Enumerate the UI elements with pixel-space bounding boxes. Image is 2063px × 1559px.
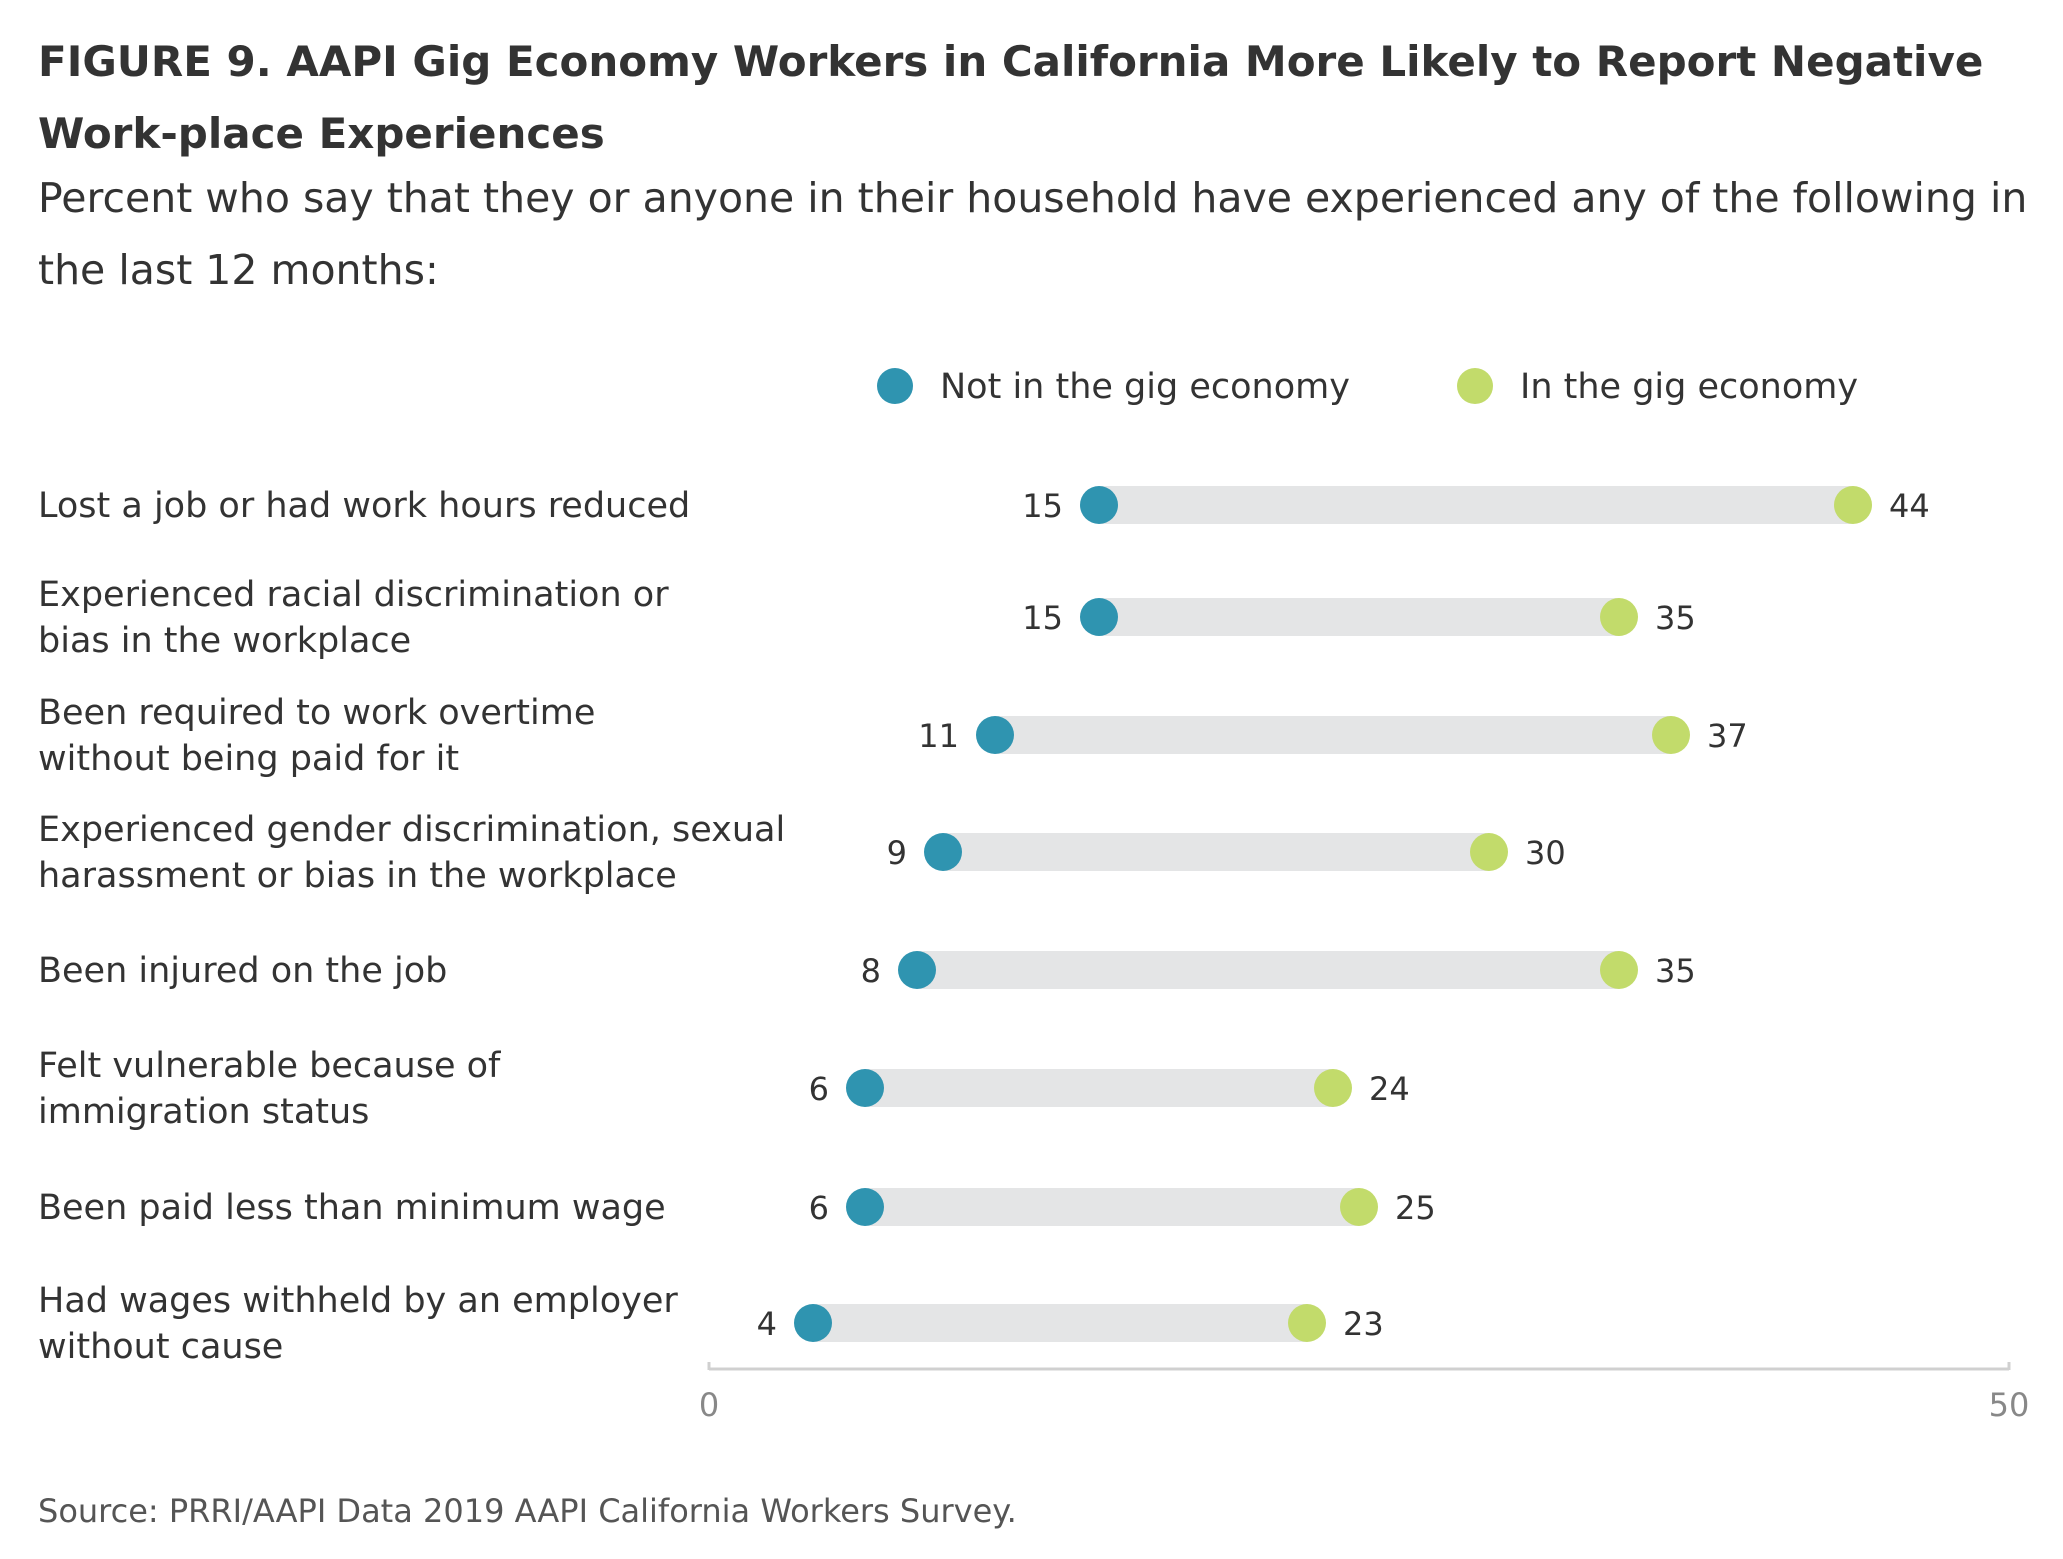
chart-subtitle: Percent who say that they or anyone in t… [38,174,2028,294]
category-label: Been injured on the job [38,951,447,991]
legend-label-0: Not in the gig economy [940,367,1350,407]
category-label: Had wages withheld by an employer [38,1281,678,1321]
data-point-not-gig [846,1188,884,1226]
data-label-not-gig: 6 [809,1070,829,1108]
category-label: harassment or bias in the workplace [38,856,677,896]
data-label-not-gig: 6 [809,1189,829,1227]
legend-swatch-0 [877,368,913,404]
data-point-gig [1288,1304,1326,1342]
data-label-gig: 37 [1707,717,1748,755]
data-point-not-gig [846,1069,884,1107]
data-label-not-gig: 4 [757,1305,777,1343]
source-note: Source: PRRI/AAPI Data 2019 AAPI Califor… [38,1492,1017,1530]
data-point-not-gig [924,833,962,871]
data-label-not-gig: 15 [1022,599,1063,637]
data-label-not-gig: 8 [861,952,881,990]
data-point-not-gig [1080,486,1118,524]
data-label-not-gig: 9 [887,834,907,872]
data-label-gig: 25 [1395,1189,1436,1227]
x-tick-label: 50 [1989,1386,2030,1424]
data-label-gig: 24 [1369,1070,1410,1108]
category-label: Experienced racial discrimination or [38,575,669,615]
category-label: without being paid for it [38,739,459,779]
data-point-gig [1314,1069,1352,1107]
data-label-gig: 35 [1655,599,1696,637]
data-point-not-gig [794,1304,832,1342]
category-label: Lost a job or had work hours reduced [38,486,690,526]
legend-swatch-1 [1457,368,1493,404]
category-label: Experienced gender discrimination, sexua… [38,810,785,850]
data-point-not-gig [1080,598,1118,636]
x-tick-label: 0 [699,1386,719,1424]
data-point-gig [1470,833,1508,871]
data-point-gig [1600,951,1638,989]
data-point-gig [1834,486,1872,524]
data-point-not-gig [976,716,1014,754]
data-point-not-gig [898,951,936,989]
data-label-gig: 23 [1343,1305,1384,1343]
data-label-gig: 35 [1655,952,1696,990]
category-label: Been paid less than minimum wage [38,1188,666,1228]
legend-label-1: In the gig economy [1520,367,1858,407]
category-label: without cause [38,1327,283,1367]
data-label-not-gig: 11 [918,717,959,755]
data-label-gig: 30 [1525,834,1566,872]
category-label: Felt vulnerable because of [38,1046,501,1086]
category-label: Been required to work overtime [38,693,595,733]
category-label: immigration status [38,1092,369,1132]
data-point-gig [1600,598,1638,636]
category-label: bias in the workplace [38,621,411,661]
data-label-not-gig: 15 [1022,487,1063,525]
data-point-gig [1340,1188,1378,1226]
data-label-gig: 44 [1889,487,1930,525]
data-point-gig [1652,716,1690,754]
chart-title: FIGURE 9. AAPI Gig Economy Workers in Ca… [38,37,1984,158]
dumbbell-chart: Not in the gig economy In the gig economy… [38,367,2030,1424]
